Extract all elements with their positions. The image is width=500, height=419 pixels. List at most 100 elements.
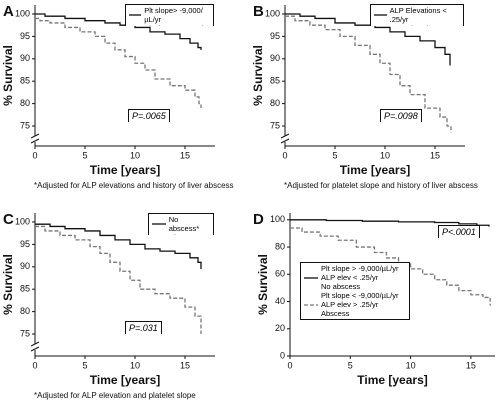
footnote: *Adjusted for platelet slope and history…: [284, 181, 478, 190]
x-tick-label: 5: [82, 150, 87, 160]
legend: Plt slope > -9,000/µL/yr ALP elev < .25/…: [300, 262, 410, 320]
y-tick-label: 80: [20, 98, 30, 108]
panel-letter: B: [253, 3, 264, 20]
panel-letter: A: [3, 3, 14, 20]
x-tick-label: 0: [282, 150, 287, 160]
p-value: P<.0001: [438, 225, 480, 238]
survival-curve: [285, 15, 452, 133]
annotation-box: P=.0098: [380, 109, 422, 122]
survival-curve: [35, 223, 202, 270]
legend-swatch: [152, 235, 166, 236]
panel-letter: D: [253, 211, 264, 228]
y-tick-label: 75: [270, 120, 280, 130]
y-tick-label: 60: [275, 269, 285, 279]
axis-break: [30, 346, 40, 352]
y-tick-label: 85: [20, 76, 30, 86]
legend: No abscess*Abscess*: [148, 213, 214, 235]
legend-entry: Plt slope> -9,000/µL/yr: [129, 6, 210, 24]
y-tick-label: 90: [20, 261, 30, 271]
legend-box: No abscess*Abscess*: [148, 213, 214, 235]
x-axis-label: Time [years]: [357, 373, 427, 387]
survival-curve: [35, 13, 202, 50]
survival-curve: [290, 219, 490, 227]
p-value: P=.0065: [128, 109, 170, 122]
x-tick-label: 15: [180, 360, 190, 370]
x-tick-label: 0: [287, 360, 292, 370]
legend-label: Plt slope < -9,000/µL/yr ALP elev > .25/…: [321, 291, 399, 318]
footnote: *Adjusted for ALP elevation and platelet…: [34, 391, 196, 400]
y-tick-label: 20: [275, 323, 285, 333]
x-tick-label: 15: [466, 360, 476, 370]
p-value: P=.031: [125, 321, 162, 334]
axis-break: [280, 133, 290, 139]
footnote: *Adjusted for ALP elevations and history…: [34, 181, 234, 190]
x-tick-label: 5: [348, 360, 353, 370]
legend-entry: ALP Elevations > .25yr: [374, 24, 460, 26]
x-tick-label: 0: [32, 360, 37, 370]
x-axis-label: Time [years]: [340, 163, 410, 177]
x-tick-label: 5: [82, 360, 87, 370]
y-tick-label: 95: [20, 239, 30, 249]
y-tick-label: 80: [275, 241, 285, 251]
x-tick-label: 10: [380, 150, 390, 160]
y-tick-label: 85: [20, 284, 30, 294]
y-tick-label: 85: [270, 76, 280, 86]
y-tick-label: 100: [15, 8, 30, 18]
legend-entry: No abscess*: [152, 215, 210, 233]
survival-curve: [35, 17, 202, 109]
axis-break: [280, 138, 290, 144]
x-axis-label: Time [years]: [90, 163, 160, 177]
legend-label: Plt slope > -9,000/µL/yr ALP elev < .25/…: [321, 264, 399, 291]
p-value: P=.0098: [380, 109, 422, 122]
annotation-box: P=.031: [125, 321, 162, 334]
x-tick-label: 10: [130, 150, 140, 160]
legend-entry: Plt slope > -9,000/µL/yr ALP elev < .25/…: [304, 264, 406, 291]
y-tick-label: 40: [275, 296, 285, 306]
annotation-box: P=.0065: [128, 109, 170, 122]
legend-entry: ALP Elevations < .25/yr: [374, 6, 460, 24]
legend-entry: Plt slope< -9,000/µL/yr: [129, 24, 210, 26]
survival-curve: [35, 225, 202, 335]
legend-label: ALP Elevations < .25/yr: [389, 6, 447, 24]
y-tick-label: 75: [20, 120, 30, 130]
y-tick-label: 80: [20, 306, 30, 316]
y-tick-label: 80: [270, 98, 280, 108]
y-tick-label: 75: [20, 328, 30, 338]
legend-box: Plt slope > -9,000/µL/yr ALP elev < .25/…: [300, 262, 410, 320]
y-tick-label: 90: [20, 53, 30, 63]
panel-letter: C: [3, 211, 14, 228]
survival-curve: [285, 13, 451, 66]
x-tick-label: 15: [180, 150, 190, 160]
legend-entry: Plt slope < -9,000/µL/yr ALP elev > .25/…: [304, 291, 406, 318]
y-axis-label: % Survival: [1, 254, 15, 315]
annotation-box: P<.0001: [438, 225, 480, 238]
legend: Plt slope> -9,000/µL/yrPlt slope< -9,000…: [125, 4, 214, 26]
legend-entry: Abscess*: [152, 233, 210, 235]
axis-break: [30, 138, 40, 144]
y-axis-label: % Survival: [1, 45, 15, 106]
legend-swatch: [304, 276, 318, 279]
y-tick-label: 90: [270, 53, 280, 63]
legend-swatch: [152, 223, 166, 225]
legend-label: Plt slope< -9,000/µL/yr: [144, 24, 210, 26]
x-tick-label: 10: [406, 360, 416, 370]
x-tick-label: 10: [130, 360, 140, 370]
legend-swatch: [304, 303, 318, 306]
y-tick-label: 0: [280, 350, 285, 360]
x-tick-label: 5: [332, 150, 337, 160]
legend-label: No abscess*: [168, 215, 200, 233]
y-tick-label: 95: [270, 31, 280, 41]
axis-break: [30, 133, 40, 139]
legend-label: Plt slope> -9,000/µL/yr: [144, 6, 203, 24]
y-axis-label: % Survival: [251, 45, 265, 106]
x-tick-label: 0: [32, 150, 37, 160]
y-tick-label: 95: [20, 31, 30, 41]
legend-box: Plt slope> -9,000/µL/yrPlt slope< -9,000…: [125, 4, 214, 26]
legend-swatch: [129, 14, 142, 16]
y-axis-label: % Survival: [256, 254, 270, 315]
axis-break: [30, 341, 40, 347]
